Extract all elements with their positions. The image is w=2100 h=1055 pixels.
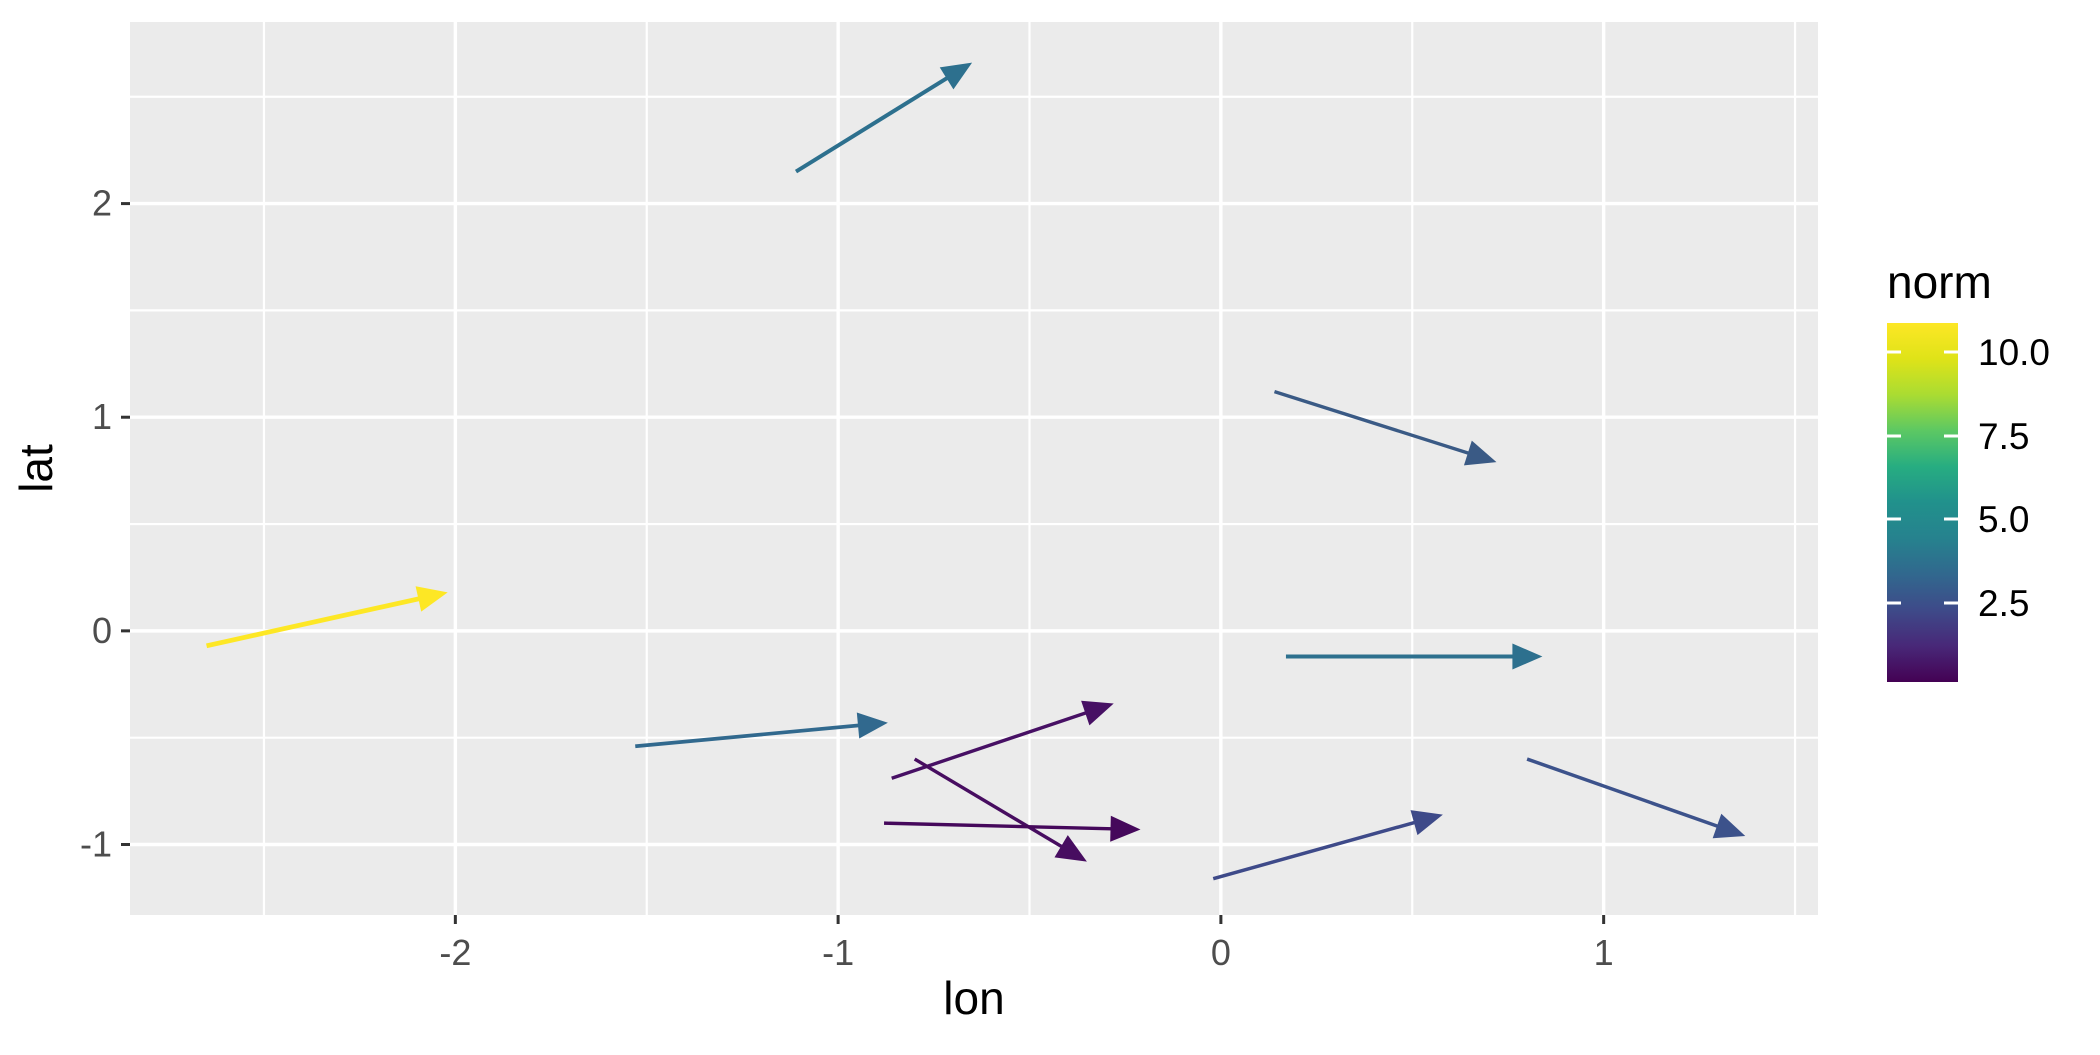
vector-arrow-head	[1054, 835, 1087, 862]
x-axis-tick-label: 0	[1211, 932, 1231, 973]
y-axis-title: lat	[10, 444, 62, 493]
vector-arrow-head	[856, 712, 888, 739]
x-axis-title: lon	[943, 972, 1004, 1024]
x-axis-tick-label: 1	[1594, 932, 1614, 973]
legend-tick-label: 10.0	[1978, 332, 2050, 373]
vector-arrow-shaft	[635, 722, 871, 749]
vector-arrow-head	[939, 62, 973, 90]
vector-arrow-shaft	[1212, 817, 1427, 881]
vector-arrow-head	[1512, 643, 1543, 670]
vector-arrow-head	[1081, 700, 1114, 726]
vector-arrow-head	[1110, 815, 1141, 842]
y-axis-tick-label: 0	[92, 610, 112, 651]
vector-arrow-shaft	[913, 757, 1073, 854]
x-axis-tick-label: -1	[822, 932, 854, 973]
vector-arrow-head	[1410, 810, 1443, 836]
y-axis-tick-label: -1	[80, 824, 112, 865]
vector-arrow-shaft	[206, 594, 431, 649]
legend-tick-label: 7.5	[1978, 416, 2029, 457]
legend-tick-label: 5.0	[1978, 499, 2029, 540]
vector-arrow-shaft	[1526, 757, 1729, 832]
vector-arrow-shaft	[794, 70, 958, 174]
vector-arrow-head	[1712, 813, 1746, 839]
legend-colorbar	[1887, 323, 1958, 682]
vector-arrow-shaft	[1273, 389, 1480, 459]
y-axis-tick-label: 1	[92, 396, 112, 437]
vector-arrow-head	[1463, 440, 1497, 466]
legend-tick-label: 2.5	[1978, 583, 2029, 624]
legend-title: norm	[1887, 256, 1992, 308]
vector-arrow-shaft	[884, 821, 1123, 831]
vector-arrow-head	[415, 586, 448, 612]
y-axis-tick-label: 2	[92, 183, 112, 224]
x-axis-tick-label: -2	[439, 932, 471, 973]
plot-panel-background	[130, 22, 1818, 915]
